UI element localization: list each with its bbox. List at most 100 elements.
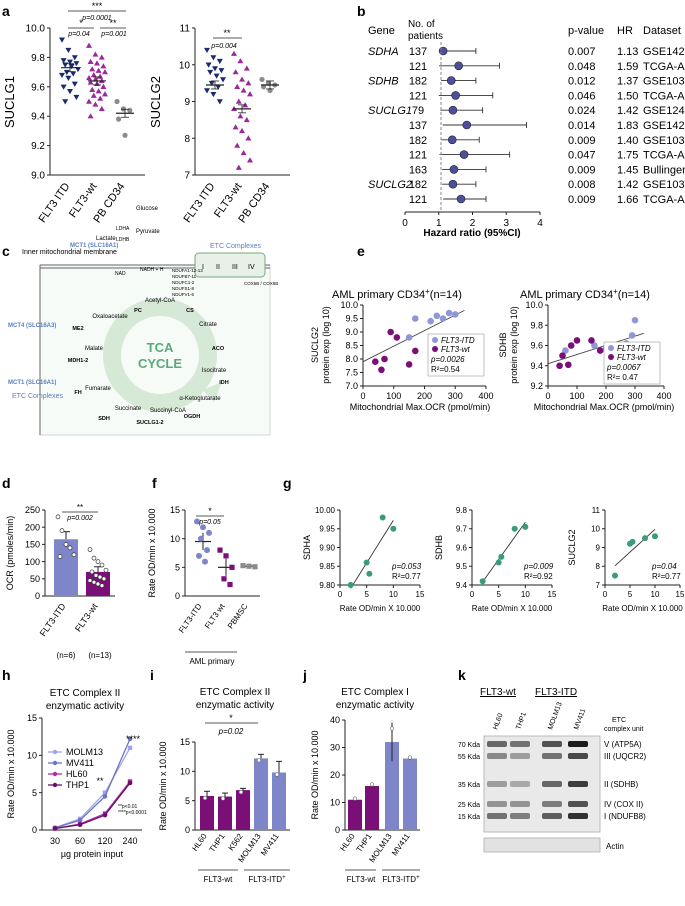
j-xlabel: THP1: [355, 832, 374, 854]
a-point: [235, 98, 242, 104]
a-point: [59, 72, 65, 79]
k-unit-label: II (SDHB): [604, 780, 639, 789]
a-point: [95, 88, 102, 94]
a-point: [220, 77, 226, 83]
f-point: [229, 564, 235, 570]
e-point: [445, 309, 453, 317]
g-point: [495, 559, 502, 566]
e-point: [451, 311, 459, 318]
a-point: [67, 59, 73, 65]
i-point: [274, 772, 280, 777]
b-hr: 1.66: [617, 194, 638, 206]
b-n: 121: [409, 61, 427, 73]
a-point: [245, 135, 252, 141]
a-point: [71, 55, 78, 61]
h-point: [77, 817, 83, 823]
c-ldhb: LDHB: [116, 237, 130, 243]
g-point: [629, 538, 636, 545]
c-membrane-label: Inner mitochondrial membrane: [22, 249, 117, 256]
e1-legend-dot-itd: [432, 337, 438, 343]
c-cox: COX5B / COX6B: [244, 281, 278, 286]
g-x-tick-label: 10: [521, 590, 530, 599]
e-x-tick-label: 0: [360, 391, 365, 401]
c-glucose: Glucose: [136, 206, 159, 212]
a-point: [205, 62, 212, 68]
g-point: [498, 553, 505, 560]
a1-ylabel: SUCLG1: [2, 76, 17, 128]
d-y-tick-label: 100: [25, 557, 40, 567]
g-y-tick-label: 8: [596, 562, 601, 571]
d-bar: [54, 539, 78, 596]
e1-ticks: 7.0 7.5 8.0 8.5 9.0 9.5 10.0 0 100 200 300 400: [340, 300, 493, 401]
c-etc-unit: II: [216, 264, 220, 271]
e-point: [591, 342, 598, 349]
d-n-wt: (n=13): [88, 651, 112, 660]
c-enzyme: CS: [186, 308, 194, 314]
g-y-tick-label: 9.8: [456, 506, 468, 515]
k-band: [568, 801, 588, 807]
j-ticks: 0 10 20 30 40: [330, 715, 345, 835]
j-y-tick-label: 40: [330, 715, 340, 725]
g-point: [366, 570, 373, 577]
k-band: [487, 781, 507, 787]
a-point: [212, 66, 218, 72]
e1-r2: R²=0.54: [431, 365, 460, 374]
h-legend-label: HL60: [66, 769, 88, 779]
c-metabolite: α-Ketoglutarate: [179, 396, 221, 402]
panel-h: h ETC Complex II enzymatic activity 0 5 10…: [2, 667, 147, 859]
b-hr-point: [462, 120, 472, 130]
a1-xlabels: FLT3 ITD FLT3-wt PB CD34: [36, 181, 127, 225]
h-x-tick-label: 240: [122, 836, 137, 846]
a-point: [234, 142, 241, 148]
b-n: 163: [409, 164, 427, 176]
panel-j: j ETC Complex I enzymatic activity 0 10 20…: [302, 667, 420, 884]
h-x-tick-label: 120: [97, 836, 112, 846]
a-point: [207, 69, 214, 76]
i-bar: [200, 795, 214, 830]
a-point: [60, 84, 67, 90]
a2-xlabels: FLT3 ITD FLT3-wt PB CD34: [181, 181, 272, 225]
b-gene: SUCLG1: [368, 105, 412, 117]
e-y-tick-label: 9.2: [530, 381, 543, 391]
d-y-tick-label: 150: [25, 540, 40, 550]
c-etc-unit: III: [232, 264, 238, 271]
e-y-tick-label: 10.0: [340, 300, 358, 310]
a-point: [63, 69, 70, 76]
g-point: [612, 572, 618, 579]
b-header-ds: Dataset: [643, 25, 681, 37]
h-series-line: [54, 747, 131, 829]
i-xlabel: HL60: [190, 832, 209, 853]
k-band: [510, 801, 530, 807]
h-title-2: enzymatic activity: [46, 701, 124, 712]
e-y-tick-label: 9.5: [345, 314, 358, 324]
b-hr-point: [459, 150, 469, 159]
d-point: [93, 573, 99, 578]
f-xlabel-wt: FLT3 wt: [203, 601, 227, 630]
a-point: [90, 92, 97, 98]
f-y-tick-label: 10: [170, 534, 180, 544]
k-lane-label: MOLM13: [547, 701, 563, 731]
a-point: [73, 61, 80, 67]
e-point: [405, 334, 413, 341]
b-pvalue: 0.009: [568, 135, 596, 147]
b-dataset: GSE10358: [643, 179, 685, 191]
d-point: [87, 547, 93, 552]
b-pvalue: 0.007: [568, 46, 596, 58]
b-hr: 1.50: [617, 90, 638, 102]
h-y-tick-label: 15: [27, 713, 37, 723]
e-point: [588, 337, 595, 344]
k-kda-label: 35 Kda: [458, 782, 480, 789]
b-n: 137: [409, 120, 427, 132]
b-gene: SDHB: [368, 76, 399, 88]
c-enzyme: PC: [134, 308, 142, 314]
a-point: [92, 51, 99, 57]
h-point: [127, 736, 133, 742]
i-y-tick-label: 0: [185, 825, 190, 835]
b-hr: 1.45: [617, 164, 638, 176]
a-point: [239, 76, 245, 82]
e2-r2: R²= 0.47: [607, 373, 638, 382]
a-y-tick-label: 9.6: [31, 82, 45, 93]
j-y-tick-label: 30: [330, 743, 340, 753]
e2-legend-dot-wt: [608, 354, 614, 360]
panel-label-b: b: [357, 3, 366, 19]
